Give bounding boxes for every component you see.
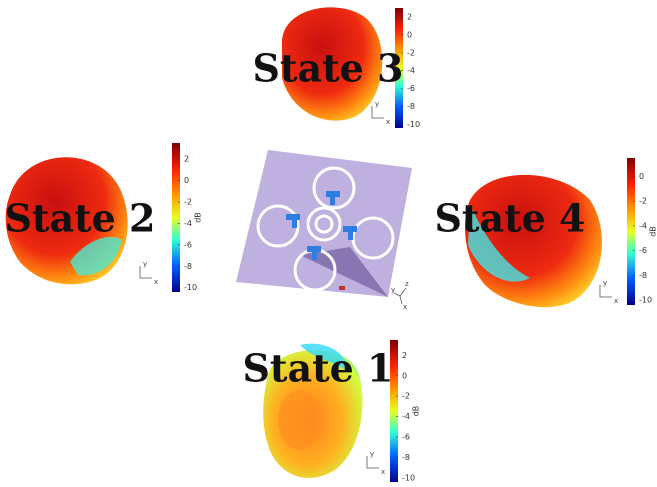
colorbar-tick-label: -8 xyxy=(184,262,192,271)
panel: 0 -2 -4 -6 -8 -10 dB y x State 4 xyxy=(434,158,657,305)
state-label: State 3 xyxy=(252,46,403,91)
axis-label: y xyxy=(370,450,374,458)
state-label: State 1 xyxy=(242,346,393,391)
axis-triad xyxy=(599,285,612,298)
colorbar-tick-label: -4 xyxy=(639,221,647,230)
pattern-state4 xyxy=(465,174,602,308)
axis-triad xyxy=(366,456,379,469)
colorbar-tick-label: -6 xyxy=(407,84,415,93)
colorbar-tick-label: 2 xyxy=(402,351,407,360)
colorbar-tick-label: -2 xyxy=(407,48,415,57)
colorbar-tick-label: -10 xyxy=(402,473,415,482)
colorbar-tick-label: 0 xyxy=(407,30,412,39)
colorbar-tick-label: -10 xyxy=(407,120,420,129)
colorbar-tick-label: -4 xyxy=(184,219,192,228)
axis-label: x xyxy=(386,118,390,126)
axis-label: y xyxy=(391,286,395,294)
colorbar xyxy=(172,143,180,292)
colorbar xyxy=(395,8,403,128)
colorbar-tick-label: -8 xyxy=(639,271,647,280)
colorbar-tick-label: 2 xyxy=(184,155,189,164)
colorbar-tick-label: -10 xyxy=(639,296,652,305)
colorbar-tick-label: -8 xyxy=(407,102,415,111)
colorbar-tick-label: -6 xyxy=(184,240,192,249)
colorbar-tick-label: -8 xyxy=(402,453,410,462)
center-axes: z y x xyxy=(391,280,409,311)
axis-label: y xyxy=(603,279,607,287)
state-label: State 2 xyxy=(4,196,155,241)
panel: 2 0 -2 -4 -6 -8 -10 dB y x State 1 xyxy=(242,340,421,482)
colorbar-tick-label: -2 xyxy=(639,197,647,206)
panel: 2 0 -2 -4 -6 -8 -10 dB y x State 2 xyxy=(4,143,203,292)
colorbar-tick-label: 2 xyxy=(407,12,412,21)
axis-label: x xyxy=(614,297,618,305)
axis-label: x xyxy=(154,278,158,286)
colorbar-tick-label: -4 xyxy=(407,66,415,75)
axis-label: x xyxy=(403,303,407,311)
axis-triad xyxy=(371,106,384,119)
axis-label: y xyxy=(143,260,147,268)
state-label: State 4 xyxy=(434,196,585,241)
axis-label: y xyxy=(375,100,379,108)
axis-label: x xyxy=(381,468,385,476)
colorbar-tick-label: -2 xyxy=(402,392,410,401)
colorbar-tick-label: -6 xyxy=(402,433,410,442)
axis-label: z xyxy=(405,280,409,288)
axis-triad xyxy=(139,266,152,279)
colorbar-tick-label: -6 xyxy=(639,246,647,255)
colorbar-unit: dB xyxy=(194,212,203,223)
pattern-state2 xyxy=(5,157,128,285)
panel: 2 0 -2 -4 -6 -8 -10 y x State 3 xyxy=(252,8,420,129)
colorbar-tick-label: -2 xyxy=(184,197,192,206)
colorbar-tick-label: -10 xyxy=(184,283,197,292)
colorbar xyxy=(627,158,635,305)
colorbar xyxy=(390,340,398,482)
colorbar-unit: dB xyxy=(649,226,657,237)
colorbar-tick-label: 0 xyxy=(402,371,407,380)
colorbar-tick-label: -4 xyxy=(402,412,410,421)
antenna xyxy=(236,150,412,297)
pattern-state3 xyxy=(282,7,383,121)
colorbar-tick-label: 0 xyxy=(639,172,644,181)
colorbar-unit: dB xyxy=(412,406,421,417)
colorbar-tick-label: 0 xyxy=(184,176,189,185)
pattern-state1 xyxy=(263,343,363,478)
